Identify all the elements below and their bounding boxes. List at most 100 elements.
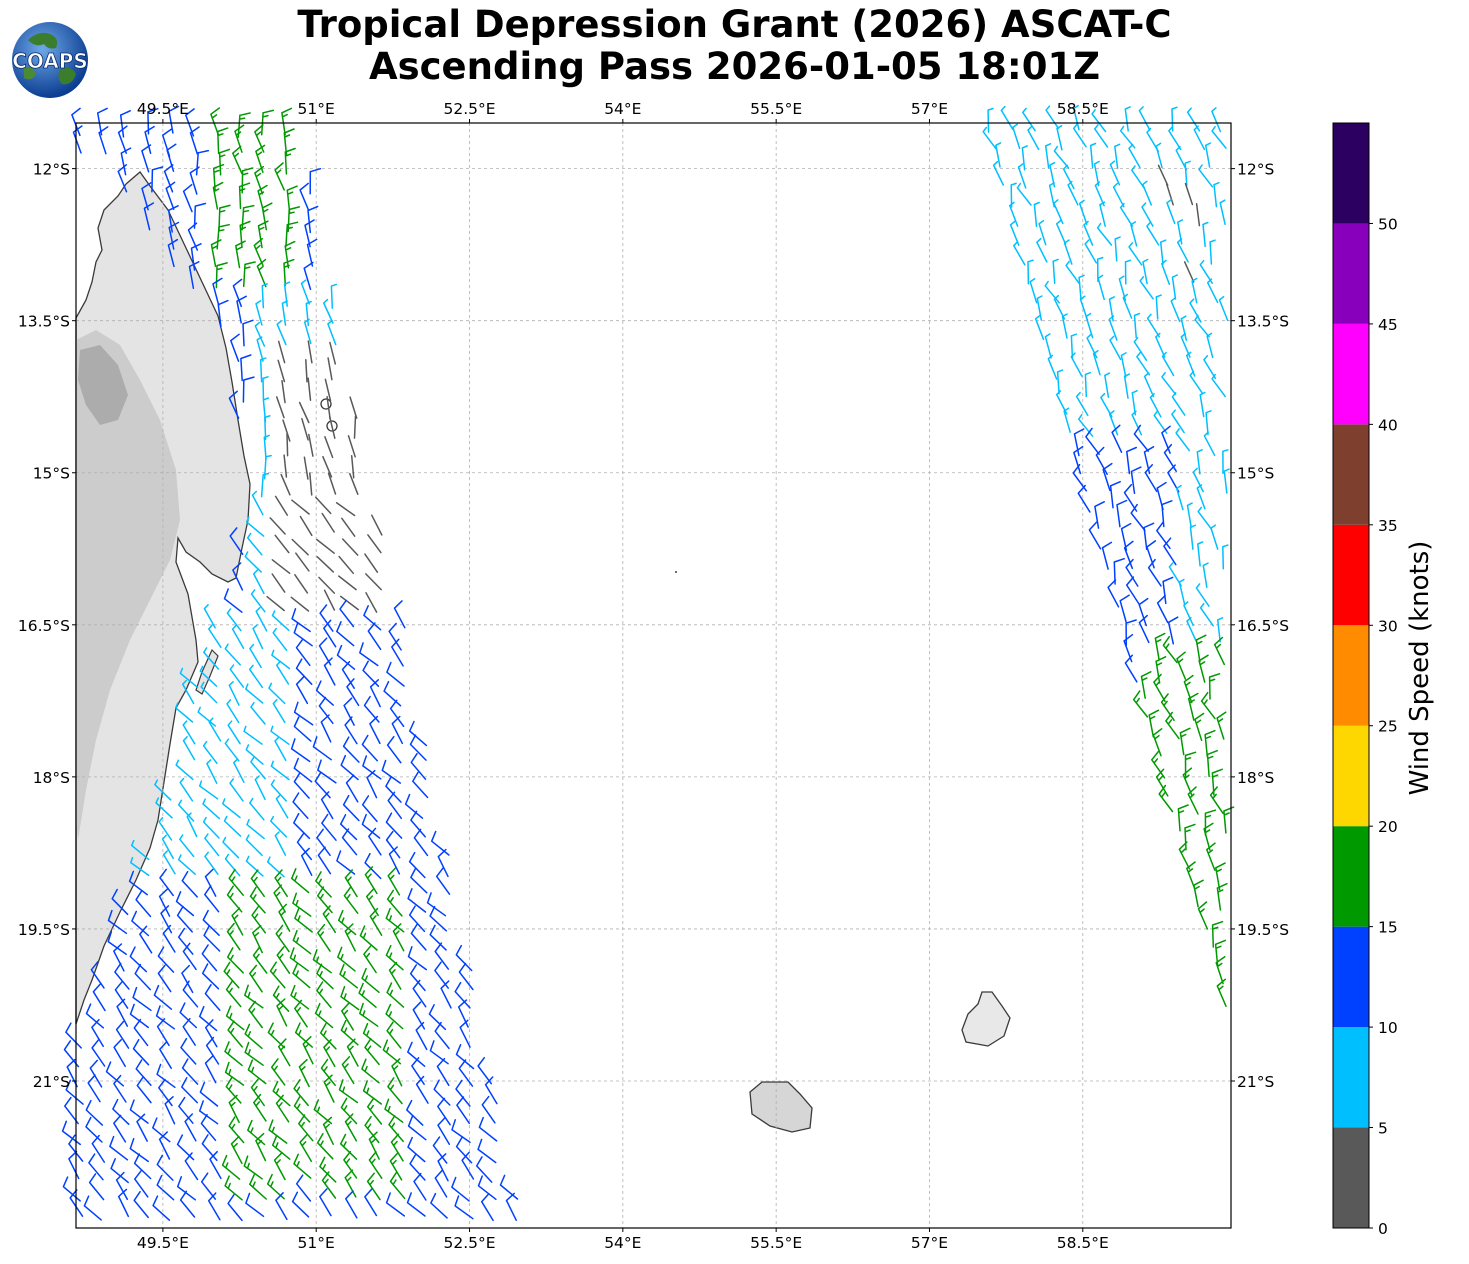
colorbar-bin-3 — [1333, 826, 1369, 927]
wind-barb-429 — [412, 979, 427, 1008]
wind-barb-217 — [197, 706, 217, 727]
colorbar-frame — [1332, 122, 1370, 1229]
wind-barb-103 — [307, 377, 312, 401]
lat-label-right-1: 13.5°S — [1237, 313, 1289, 331]
wind-barb-447 — [428, 1004, 447, 1031]
wind-barb-582 — [110, 1158, 129, 1184]
wind-barb-691 — [1009, 201, 1019, 227]
wind-barb-756 — [1086, 333, 1098, 359]
wind-barb-44 — [299, 182, 310, 212]
wind-barb-831 — [1101, 541, 1113, 570]
wind-barb-335 — [410, 867, 428, 894]
wind-barb-771 — [1084, 371, 1092, 398]
wind-barb-813 — [1077, 484, 1091, 513]
wind-barb-524 — [85, 1099, 104, 1126]
lat-label-left-3: 16.5°S — [18, 617, 70, 635]
wind-barb-496 — [320, 1058, 336, 1087]
wind-barb-863 — [1155, 656, 1167, 684]
wind-barb-277 — [292, 792, 309, 820]
wind-barb-223 — [343, 697, 355, 726]
wind-barb-374 — [275, 924, 290, 953]
lat-label-left-2: 15°S — [33, 465, 70, 483]
wind-barb-229 — [243, 725, 263, 745]
wind-barb-272 — [177, 799, 195, 822]
wind-barb-424 — [290, 984, 310, 1010]
land-layer — [75, 171, 1011, 1133]
wind-barb-434 — [129, 1003, 149, 1029]
wind-barb-860 — [1195, 634, 1207, 663]
wind-barb-513 — [272, 1080, 291, 1107]
wind-barb-164 — [266, 595, 285, 612]
wind-barb-475 — [244, 1041, 264, 1066]
wind-barb-749 — [1108, 315, 1118, 341]
wind-barb-78 — [330, 283, 338, 309]
wind-barb-507 — [136, 1076, 152, 1104]
wind-barb-696 — [1119, 202, 1134, 227]
wind-barb-667 — [1128, 143, 1141, 169]
wind-barb-895 — [1178, 841, 1191, 870]
wind-barb-641 — [1022, 107, 1036, 132]
wind-barb-221 — [293, 701, 314, 726]
wind-barb-133 — [291, 499, 310, 515]
wind-barb-805 — [1222, 449, 1229, 475]
wind-barb-425 — [316, 981, 332, 1009]
wind-barb-505 — [87, 1074, 101, 1103]
wind-barb-898 — [1215, 862, 1226, 891]
wind-barb-704 — [1083, 220, 1094, 246]
wind-barb-126 — [260, 472, 270, 498]
wind-barb-661 — [995, 142, 1002, 168]
wind-barb-216 — [174, 702, 194, 723]
wind-barb-161 — [365, 573, 382, 591]
wind-barb-484 — [455, 1044, 475, 1070]
wind-barb-714 — [1114, 236, 1121, 262]
wind-barb-388 — [252, 946, 268, 974]
wind-barb-476 — [277, 1038, 291, 1067]
wind-barb-157 — [271, 573, 286, 593]
wind-barb-508 — [158, 1078, 173, 1107]
wind-barb-557 — [407, 1115, 427, 1141]
wind-barb-580 — [68, 1150, 80, 1180]
wind-barb-30 — [163, 164, 174, 193]
wind-barb-889 — [1209, 786, 1224, 815]
wind-barb-762 — [1047, 354, 1058, 380]
wind-barb-102 — [281, 379, 286, 404]
wind-barb-551 — [268, 1119, 288, 1144]
wind-barb-27 — [284, 147, 296, 175]
wind-barb-585 — [184, 1152, 199, 1181]
lat-label-left-4: 18°S — [33, 769, 70, 787]
wind-barb-473 — [205, 1036, 220, 1065]
wind-barb-362 — [337, 909, 357, 936]
wind-barb-117 — [286, 432, 289, 457]
wind-barb-601 — [115, 1171, 129, 1200]
wind-barb-788 — [1131, 410, 1143, 436]
wind-barb-674 — [1062, 164, 1075, 190]
wind-barb-29 — [151, 166, 164, 193]
wind-barb-160 — [338, 575, 357, 591]
wind-barb-194 — [359, 642, 379, 667]
wind-barb-283 — [158, 816, 173, 841]
wind-barb-463 — [386, 1021, 402, 1049]
wind-barb-472 — [180, 1037, 197, 1065]
wind-barb-563 — [109, 1135, 129, 1161]
wind-barb-521 — [455, 1079, 471, 1107]
wind-barb-235 — [391, 715, 404, 745]
wind-barb-350 — [407, 888, 427, 913]
wind-barb-761 — [1206, 332, 1214, 359]
wind-barb-881 — [1151, 750, 1166, 779]
wind-barb-301 — [274, 831, 287, 856]
wind-barb-197 — [199, 665, 218, 687]
wind-barb-730 — [1078, 274, 1085, 301]
wind-barb-395 — [407, 946, 428, 971]
wind-barb-185 — [367, 622, 382, 651]
wind-barb-267 — [345, 774, 359, 803]
wind-barb-227 — [208, 717, 222, 742]
wind-barb-316 — [300, 847, 313, 876]
wind-barb-568 — [230, 1135, 243, 1165]
wind-barb-75 — [261, 283, 268, 309]
wind-barb-291 — [339, 814, 358, 841]
wind-barb-180 — [252, 624, 264, 650]
wind-barb-862 — [1124, 654, 1138, 683]
wind-barb-278 — [320, 791, 334, 820]
wind-barb-269 — [385, 776, 402, 803]
wind-barb-734 — [1171, 274, 1179, 300]
